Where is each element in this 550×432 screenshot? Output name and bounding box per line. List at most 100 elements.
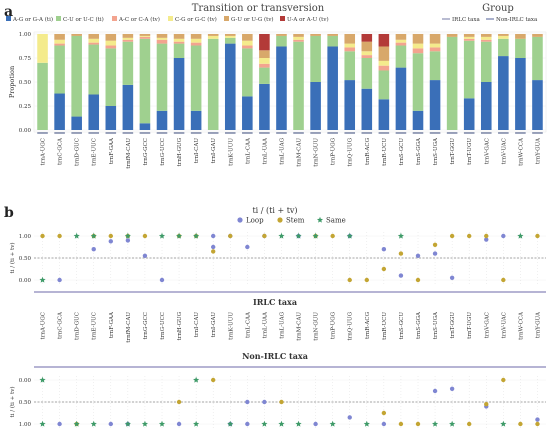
bar-trnS-UGA-1 <box>429 51 441 81</box>
bar-trnC-GCA-0 <box>54 93 65 130</box>
bar-ylabel: Propotion <box>8 66 16 98</box>
bar-trnT-UGU-0 <box>463 98 475 130</box>
scatter-top-point-same-0 <box>39 276 46 283</box>
scatter-xtick-11: trnK-UUU <box>228 312 234 340</box>
bar-trnL-UAA-1 <box>259 67 270 84</box>
bar-trnD-GUC-4 <box>71 34 82 36</box>
scatter-bottom-point-stem-8 <box>484 402 489 407</box>
scatter-top-point-same-9 <box>312 232 319 239</box>
scatter-bottom-ytick-2: 1.00 <box>19 422 32 428</box>
bar-xtick-29: trnY-GUA <box>535 137 541 164</box>
scatter-top-ytick-1: 0.50 <box>19 256 32 262</box>
scatter-top-point-loop-9 <box>245 244 250 250</box>
bar-trnS-GGA-1 <box>412 53 424 111</box>
bar-xtick-10: trnI-GAU <box>211 138 217 164</box>
bar-trnR-ACG-4 <box>361 41 373 52</box>
bar-trnI-GAU-3 <box>207 35 219 39</box>
bar-trnY-GUA-4 <box>532 34 543 37</box>
bar-trnS-UGA-2 <box>429 47 441 52</box>
bar-trnI-CAU-3 <box>190 38 202 43</box>
bar-trnfM-CAU-4 <box>122 34 134 38</box>
scatter-top-point-loop-2 <box>108 239 114 244</box>
bar-trnI-CAU-2 <box>190 42 202 46</box>
scatter-xtick-7: trnG-UCC <box>160 312 166 340</box>
scatter-bottom-ylabel: ti / (ti + tv) <box>9 386 16 417</box>
point-legend-marker-2 <box>316 216 324 223</box>
scatter-bottom-point-loop-13 <box>535 417 540 422</box>
bar-xtick-14: trnL-UAG <box>279 138 285 165</box>
panel-label-a: a <box>4 4 13 20</box>
bar-ytick-2: 0.50 <box>19 80 32 86</box>
scatter-bottom-point-loop-0 <box>57 421 62 427</box>
scatter-bottom-point-stem-10 <box>518 421 523 427</box>
scatter-bottom-point-loop-8 <box>347 415 352 420</box>
legend-label-3: C-G or G-C (tv) <box>175 16 217 23</box>
scatter-bottom-point-loop-3 <box>176 421 182 427</box>
scatter-bottom-point-same-5 <box>141 420 148 427</box>
bar-trnN-GUU-1 <box>310 35 321 82</box>
bar-trnS-UGA-3 <box>429 43 441 48</box>
scatter-bottom-point-same-17 <box>500 420 507 427</box>
legend-title: Transition or transversion <box>192 3 325 14</box>
bar-trnH-GUG-2 <box>173 41 185 44</box>
bar-trnR-UCU-4 <box>378 46 390 61</box>
scatter-top-point-stem-13 <box>347 277 352 283</box>
bar-xtick-28: trnW-CCA <box>518 137 524 166</box>
bar-trnR-UCU-1 <box>378 70 390 100</box>
scatter-title: ti / (ti + tv) <box>252 206 297 215</box>
scatter-bottom-point-loop-10 <box>432 388 438 394</box>
group-legend-label-0: IRLC taxa <box>452 17 481 23</box>
scatter-bottom-point-same-0 <box>39 376 46 383</box>
scatter-xtick-6: trnG-GCC <box>143 312 149 340</box>
scatter-xtick-4: trnF-GAA <box>109 311 115 338</box>
bar-trnV-UAC-1 <box>498 38 509 57</box>
bar-trnA-UGC-3 <box>37 34 48 63</box>
bar-xtick-6: trnG-GCC <box>143 138 149 166</box>
bar-trnE-UUC-1 <box>88 44 100 95</box>
point-legend-label-1: Stem <box>286 217 305 225</box>
bar-xtick-9: trnI-CAU <box>194 138 200 164</box>
scatter-top-point-loop-19 <box>501 233 506 239</box>
scatter-top-point-loop-18 <box>484 237 489 242</box>
scatter-bottom-point-stem-3 <box>279 399 284 405</box>
scatter-top-point-same-5 <box>176 232 183 239</box>
bar-trnF-GAA-1 <box>105 48 117 106</box>
bar-trnQ-UUG-3 <box>344 43 356 48</box>
bar-trnK-UUU-1 <box>224 37 236 44</box>
bar-xtick-13: trnL-UAA <box>262 137 268 164</box>
scatter-top-point-stem-15 <box>381 266 387 272</box>
non-irlc-group-label: Non-IRLC taxa <box>242 351 308 361</box>
scatter-bottom-point-stem-4 <box>381 410 387 416</box>
bar-trnV-GAC-4 <box>480 34 492 37</box>
scatter-top-point-stem-20 <box>467 233 472 239</box>
bar-trnR-UCU-2 <box>378 65 390 71</box>
bar-xtick-0: trnA-UGC <box>41 138 47 165</box>
bar-trnG-UCC-0 <box>156 110 168 130</box>
bar-trnR-UCU-5 <box>378 34 390 47</box>
scatter-xtick-3: trnE-UUC <box>92 312 98 340</box>
scatter-xtick-26: trnV-GAC <box>484 312 490 338</box>
bar-trnS-UGA-0 <box>429 80 441 130</box>
bar-trnS-GCU-4 <box>395 34 407 40</box>
bar-xtick-21: trnS-GCU <box>399 138 405 166</box>
scatter-bottom-point-same-10 <box>261 420 268 427</box>
bar-trnS-GGA-3 <box>412 43 424 49</box>
scatter-top-point-stem-23 <box>535 233 540 239</box>
scatter-bottom-ytick-0: 0.00 <box>19 378 32 384</box>
bar-trnR-ACG-1 <box>361 58 373 89</box>
scatter-top-point-same-8 <box>295 232 302 239</box>
scatter-xtick-19: trnR-ACG <box>365 312 371 339</box>
scatter-top-point-stem-3 <box>108 233 114 239</box>
scatter-bottom-point-same-7 <box>193 376 200 383</box>
legend-label-1: C-U or U-C (ti) <box>63 16 104 23</box>
bar-trnV-UAC-3 <box>498 35 509 39</box>
scatter-bottom-point-stem-5 <box>398 421 404 427</box>
scatter-top-point-stem-10 <box>262 233 267 239</box>
bar-trnL-UAG-4 <box>276 34 287 36</box>
bar-trnS-GCU-2 <box>395 42 407 46</box>
scatter-bottom-point-stem-7 <box>467 421 472 427</box>
bar-ytick-3: 0.75 <box>19 56 32 62</box>
